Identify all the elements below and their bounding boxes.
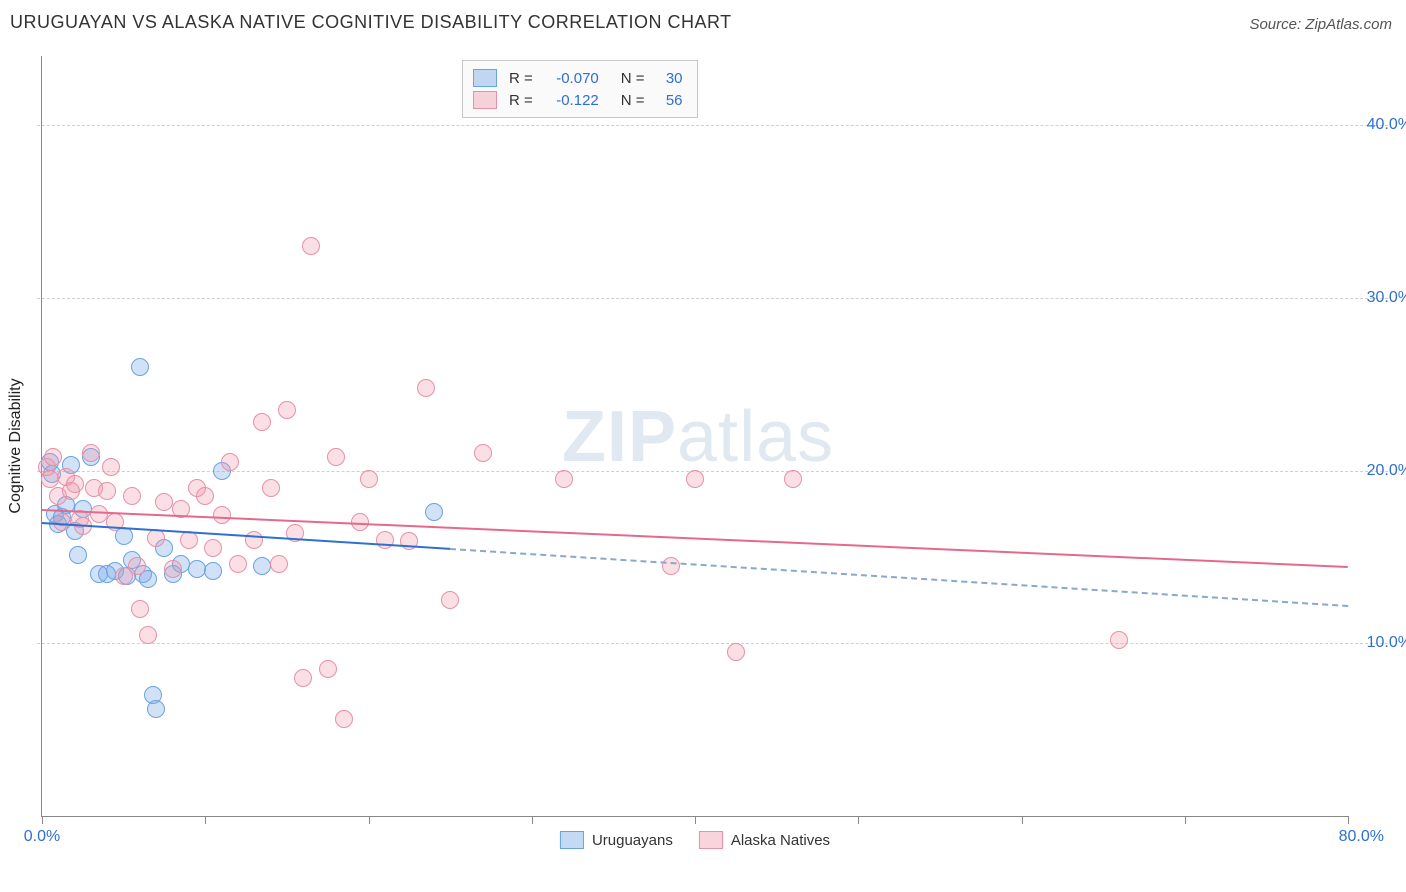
data-point [555,470,573,488]
x-tick [42,816,43,824]
legend-r-label: R = [509,70,533,87]
x-tick-label-max: 80.0% [1339,828,1384,846]
data-point [784,470,802,488]
data-point [128,557,146,575]
data-point [139,570,157,588]
data-point [188,560,206,578]
data-point [66,475,84,493]
data-point [425,503,443,521]
y-axis-label: Cognitive Disability [7,378,25,513]
data-point [270,555,288,573]
legend-row: R = -0.070 N = 30 [473,67,683,89]
legend-n-label: N = [621,92,645,109]
gridline [37,643,1388,644]
data-point [196,487,214,505]
data-point [69,546,87,564]
data-point [262,479,280,497]
legend-n-value: 30 [653,70,683,87]
gridline [37,298,1388,299]
data-point [417,379,435,397]
legend-item: Alaska Natives [699,831,830,849]
data-point [123,487,141,505]
data-point [98,482,116,500]
data-point [360,470,378,488]
y-tick-label: 30.0% [1367,289,1406,307]
data-point [335,710,353,728]
legend-n-value: 56 [653,92,683,109]
x-tick [695,816,696,824]
x-tick [1185,816,1186,824]
data-point [41,470,59,488]
data-point [441,591,459,609]
data-point [253,557,271,575]
data-point [155,493,173,511]
data-point [294,669,312,687]
y-tick-label: 40.0% [1367,116,1406,134]
legend-label: Uruguayans [592,832,673,849]
y-tick-label: 20.0% [1367,462,1406,480]
data-point [44,448,62,466]
legend-r-value: -0.070 [541,70,599,87]
legend-item: Uruguayans [560,831,673,849]
data-point [302,237,320,255]
data-point [164,560,182,578]
legend-r-label: R = [509,92,533,109]
watermark: ZIPatlas [562,396,834,478]
data-point [82,444,100,462]
data-point [229,555,247,573]
data-point [204,562,222,580]
legend-label: Alaska Natives [731,832,830,849]
legend-n-label: N = [621,70,645,87]
trend-line-uruguayans-extrapolated [450,548,1348,607]
x-tick [369,816,370,824]
x-tick [532,816,533,824]
legend-swatch [560,831,584,849]
data-point [147,700,165,718]
data-point [213,506,231,524]
legend-swatch [473,69,497,87]
data-point [253,413,271,431]
data-point [474,444,492,462]
data-point [221,453,239,471]
x-tick-label-min: 0.0% [24,828,60,846]
x-tick [1348,816,1349,824]
chart-title: URUGUAYAN VS ALASKA NATIVE COGNITIVE DIS… [10,12,732,33]
plot-area: ZIPatlas R =-0.070N =30R =-0.122N =56 Ur… [41,56,1348,817]
data-point [662,557,680,575]
data-point [686,470,704,488]
data-point [1110,631,1128,649]
data-point [102,458,120,476]
data-point [245,531,263,549]
data-point [131,358,149,376]
source-label: Source: ZipAtlas.com [1249,16,1392,33]
data-point [727,643,745,661]
data-point [327,448,345,466]
legend-r-value: -0.122 [541,92,599,109]
data-point [131,600,149,618]
gridline [37,471,1388,472]
x-tick [1022,816,1023,824]
legend-row: R = -0.122 N = 56 [473,89,683,111]
data-point [278,401,296,419]
legend-swatch [473,91,497,109]
legend-swatch [699,831,723,849]
gridline [37,125,1388,126]
data-point [139,626,157,644]
x-tick [858,816,859,824]
data-point [319,660,337,678]
series-legend: Uruguayans Alaska Natives [560,831,830,849]
y-tick-label: 10.0% [1367,634,1406,652]
data-point [204,539,222,557]
correlation-legend: R = -0.070 N = 30 R = -0.122 N = 56 [462,60,698,118]
x-tick [205,816,206,824]
